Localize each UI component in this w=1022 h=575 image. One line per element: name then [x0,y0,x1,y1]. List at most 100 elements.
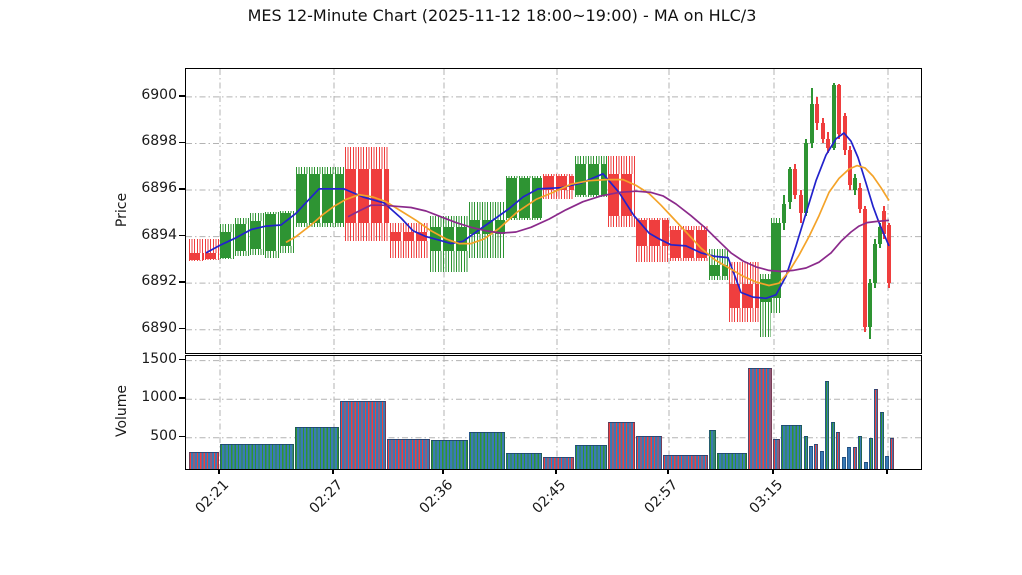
price-axis-label: Price [114,192,130,228]
candle-body [821,122,825,139]
candle-body [636,220,669,246]
price-tick-label: 6898 [141,133,177,150]
candle-body [296,173,344,223]
volume-bar [506,453,542,469]
volume-bar [814,443,818,469]
price-tick-label: 6900 [141,86,177,103]
price-tick-label: 6896 [141,180,177,197]
candle-body [771,222,781,299]
candle-body [799,194,803,214]
candle-body [804,143,808,214]
price-tick-label: 6894 [141,226,177,243]
volume-tick-mark [179,397,185,399]
volume-bar [842,457,846,469]
volume-bar [853,447,857,469]
volume-tick-label: 1000 [141,389,177,406]
volume-tick-label: 1500 [141,350,177,367]
price-tick-label: 6892 [141,273,177,290]
candle-body [220,231,234,258]
x-tick-label: 02:27 [306,477,347,517]
candle-body [760,278,771,302]
volume-tick-mark [179,436,185,438]
volume-bar [831,421,835,469]
price-tick-mark [179,188,185,190]
candle-body [670,229,708,258]
x-tick-label: 02:36 [416,477,457,517]
volume-bar [858,436,862,469]
candle-body [782,204,786,223]
volume-bar [220,443,294,469]
candle-body [345,169,389,223]
volume-bar [781,425,802,469]
volume-bar [431,440,468,469]
candle-body [390,231,429,242]
candle-body [810,103,814,144]
chart-title: MES 12-Minute Chart (2025-11-12 18:00~19… [247,6,757,25]
volume-bar [847,447,851,469]
candle-body [265,214,279,251]
volume-bar [885,456,889,469]
volume-bar [636,435,662,469]
candle-body [832,85,836,149]
candle-body [882,211,886,235]
x-tick-label: 02:45 [529,477,570,517]
candle-body [543,176,574,191]
candle-body [853,178,857,191]
volume-bar [864,461,868,469]
candle-body [430,227,468,251]
candle-body [250,221,264,250]
candle-body [280,213,294,246]
candle-body [709,264,728,277]
candle-body [788,169,792,202]
price-panel [185,68,922,354]
candle-body [575,164,607,195]
candle-body [837,85,841,135]
x-tick-mark [886,469,888,474]
volume-bar [543,457,574,469]
candle-body [205,252,219,259]
candle-body [826,138,830,149]
volume-bar [809,446,813,469]
volume-bar [189,452,219,469]
price-tick-mark [179,141,185,144]
candle-body [873,243,877,284]
candle-body [793,169,797,195]
candle-body [506,178,542,218]
volume-bar [836,431,840,469]
x-tick-mark [772,469,774,474]
volume-bar [469,432,505,469]
x-tick-mark [218,469,220,474]
price-tick-mark [179,95,185,97]
price-tick-mark [179,281,185,283]
volume-bar [820,450,824,469]
volume-bar [869,437,873,469]
volume-bar [748,368,772,469]
candle-body [843,115,847,151]
volume-bar [880,412,884,469]
volume-bar [874,389,878,469]
x-tick-label: 02:21 [192,477,233,517]
volume-bar [825,381,829,469]
price-tick-mark [179,234,185,237]
volume-bar [608,422,635,469]
volume-bar [773,438,780,469]
candle-range [760,273,771,337]
volume-bar [575,444,607,469]
volume-bar [295,426,339,469]
volume-bar [804,436,808,469]
candle-body [469,220,505,235]
volume-bar [717,452,747,469]
candle-body [189,252,204,260]
candle-body [887,224,891,284]
candle-body [858,187,862,209]
volume-bar [387,438,430,469]
volume-bar [663,454,708,469]
candle-body [608,173,635,216]
candle-body [235,223,249,251]
x-tick-label: 03:15 [746,477,787,517]
x-tick-mark [332,469,334,474]
candle-body [815,103,819,123]
volume-bar [890,437,894,469]
x-tick-mark [442,469,444,474]
